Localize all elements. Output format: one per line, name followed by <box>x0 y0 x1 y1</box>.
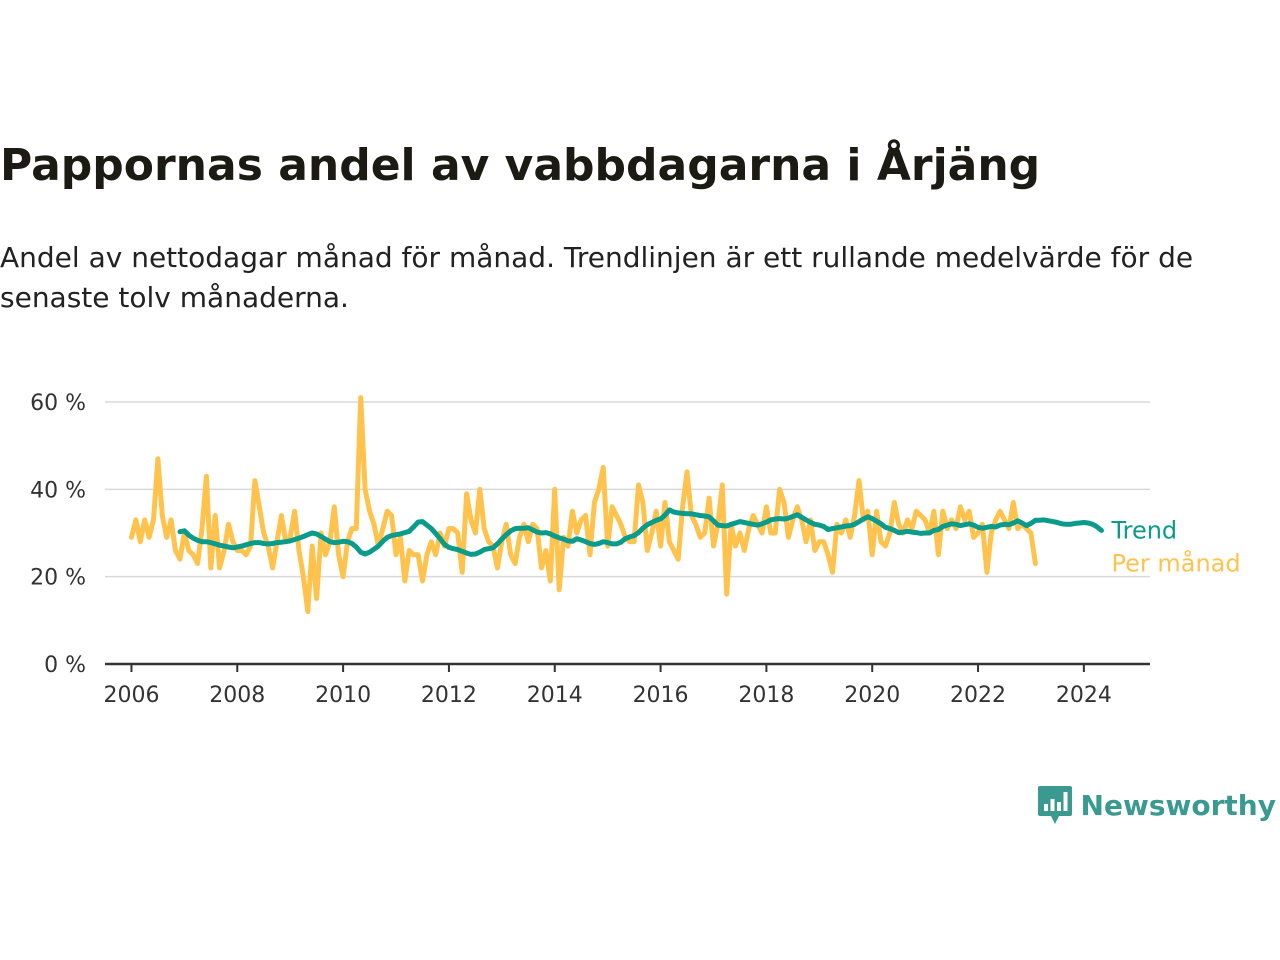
x-tick-label: 2016 <box>633 683 689 708</box>
x-tick-label: 2018 <box>738 683 794 708</box>
y-axis-ticks: 0 % 20 % 40 % 60 % <box>30 391 86 678</box>
y-tick-label: 0 % <box>44 653 86 678</box>
series-line-0 <box>129 395 1038 615</box>
gridlines <box>105 401 1150 578</box>
x-tick-label: 2014 <box>527 683 583 708</box>
chart-subtitle: Andel av nettodagar månad för månad. Tre… <box>0 241 1194 314</box>
x-tick-label: 2008 <box>209 683 265 708</box>
direct-legend: Trend Per månad <box>1110 516 1240 577</box>
x-tick-label: 2024 <box>1056 683 1112 708</box>
y-tick-label: 20 % <box>30 566 86 591</box>
series-lines <box>129 395 1104 615</box>
x-tick-label: 2006 <box>103 683 159 708</box>
newsworthy-logo-icon <box>1037 786 1072 824</box>
legend-label-trend: Trend <box>1110 516 1177 544</box>
x-tick-label: 2020 <box>844 683 900 708</box>
y-tick-label: 40 % <box>30 478 86 503</box>
chart-title: Pappornas andel av vabbdagarna i Årjäng <box>0 140 1041 191</box>
series-line-1 <box>177 507 1104 557</box>
brand-logo: Newsworthy <box>1037 784 1276 826</box>
legend-label-per-manad: Per månad <box>1111 548 1240 577</box>
x-axis: 2006 2008 2010 2012 2014 2016 2018 2020 2022 2024 <box>103 662 1150 708</box>
x-tick-label: 2012 <box>421 683 477 708</box>
brand-name: Newsworthy <box>1080 788 1276 822</box>
x-tick-label: 2010 <box>315 683 371 708</box>
y-tick-label: 60 % <box>30 391 86 416</box>
x-tick-label: 2022 <box>950 683 1006 708</box>
